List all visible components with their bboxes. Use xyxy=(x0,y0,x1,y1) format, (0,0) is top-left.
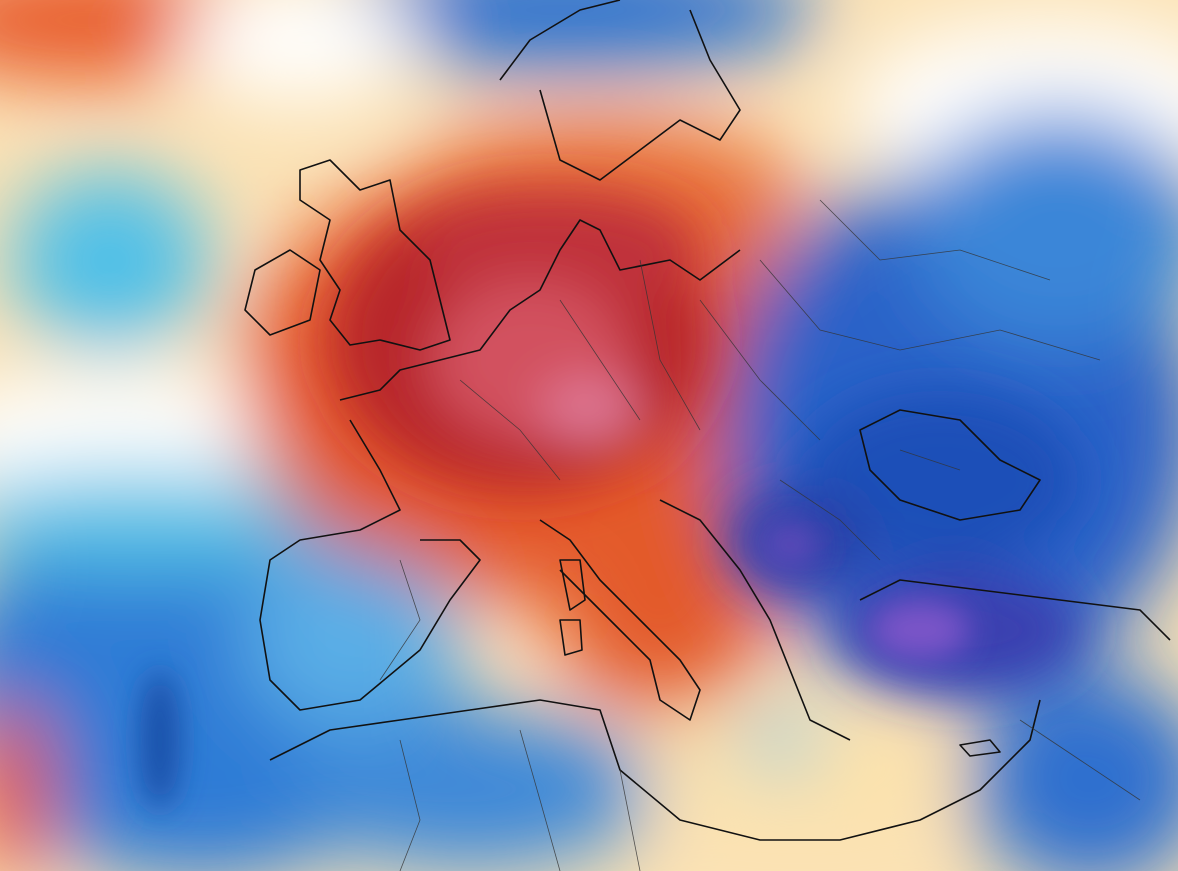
cold-anomaly xyxy=(240,550,460,730)
coast-black-sea xyxy=(859,409,1041,521)
coast-continent-north xyxy=(339,219,741,401)
coast-islands xyxy=(559,559,1001,757)
coast-ireland xyxy=(244,249,321,336)
coast-italy xyxy=(539,519,701,721)
warm-core xyxy=(540,380,640,440)
neutral-area xyxy=(180,0,420,100)
coastlines xyxy=(244,0,1171,841)
coast-north-africa xyxy=(269,699,1041,841)
cold-anomaly xyxy=(740,715,820,765)
borders xyxy=(379,199,1141,871)
coast-scandinavia xyxy=(499,0,741,181)
coast-iberia xyxy=(259,419,481,711)
cold-anomaly xyxy=(970,670,1178,871)
warm-anomaly xyxy=(0,700,50,871)
coast-balkans xyxy=(659,499,1171,741)
neutral-area xyxy=(650,730,950,810)
warm-anomaly xyxy=(550,490,770,710)
cold-peak xyxy=(760,520,820,570)
cold-anomaly xyxy=(0,470,340,570)
country-borders xyxy=(379,199,1141,871)
cold-peak xyxy=(870,600,970,660)
cold-peak xyxy=(140,670,180,810)
cold-core xyxy=(800,390,1080,570)
coast-britain xyxy=(299,159,451,351)
cold-anomaly xyxy=(290,710,650,870)
cold-anomaly xyxy=(300,0,820,70)
peak-anomaly-field xyxy=(140,520,970,810)
cold-anomaly xyxy=(910,110,1178,350)
cold-anomaly xyxy=(10,170,210,350)
